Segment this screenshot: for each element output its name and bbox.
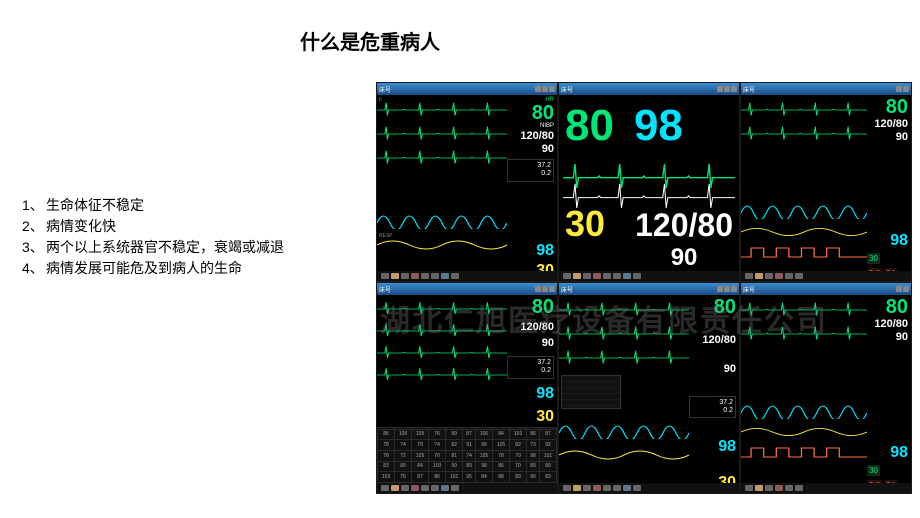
list-item: 4、病情发展可能危及到病人的生命 — [22, 258, 284, 279]
bp-value: 120/80 — [867, 119, 908, 130]
resp-wave — [559, 445, 689, 465]
spo2-value-big: 98 — [634, 101, 683, 151]
list-item: 2、病情变化快 — [22, 216, 284, 237]
co2-wave — [741, 445, 867, 459]
ecg-wave — [377, 343, 507, 363]
ecg-wave — [377, 299, 507, 319]
monitor-topbar: 床号 — [741, 283, 911, 295]
ecg-wave — [377, 365, 507, 385]
ecg-wave — [377, 123, 507, 145]
monitor-panel: 床号 80 120/80 90 37.20.2 98 30 8610910576… — [376, 282, 558, 494]
monitor-topbar: 床号 — [741, 83, 911, 95]
monitor-panel: 床号 80 120/80 90 98 30 — [740, 82, 912, 282]
monitor-iconbar — [377, 483, 557, 493]
bp-value: 120/80 — [507, 131, 554, 142]
monitor-topbar: 床号 — [559, 283, 739, 295]
bed-label: 床号 — [379, 85, 391, 94]
pleth-wave — [559, 415, 689, 439]
spo2-value: 98 — [507, 243, 554, 259]
monitor-iconbar — [559, 483, 739, 493]
monitor-topbar: 床号 — [559, 83, 739, 95]
hr-value: 80 — [507, 103, 554, 123]
list-item: 1、生命体征不稳定 — [22, 195, 284, 216]
ecg-wave — [741, 323, 867, 345]
ecg-wave — [559, 299, 689, 321]
resp-wave — [741, 423, 867, 441]
definition-list: 1、生命体征不稳定 2、病情变化快 3、两个以上系统器官不稳定，衰竭或减退 4、… — [22, 195, 284, 279]
monitor-panel: 床号 II RESP HR 80 NIBP 120/80 90 — [376, 82, 558, 282]
monitor-panel: 床号 80 120/80 90 37.20.2 98 30 — [558, 282, 740, 494]
ecg-wave — [559, 323, 689, 345]
ecg-wave — [377, 321, 507, 341]
temp-box: 37.2 0.2 — [507, 159, 554, 182]
pleth-wave — [377, 205, 507, 229]
monitor-grid: 床号 II RESP HR 80 NIBP 120/80 90 — [376, 82, 912, 494]
hr-value-big: 80 — [565, 101, 614, 151]
hr-value: 80 — [867, 97, 908, 117]
ecg-wave — [563, 157, 735, 177]
resp-wave — [741, 223, 867, 241]
map-value-big: 90 — [635, 244, 733, 272]
ecg-wave — [741, 299, 867, 321]
spo2-value: 98 — [867, 233, 908, 249]
ecg-wave — [563, 177, 735, 193]
ecg-wave — [741, 123, 867, 145]
resp-wave — [377, 235, 507, 255]
map-value: 90 — [507, 144, 554, 155]
ecg-wave — [559, 347, 689, 369]
resp-value: 30 — [867, 253, 880, 264]
list-item: 3、两个以上系统器官不稳定，衰竭或减退 — [22, 237, 284, 258]
ecg-wave — [377, 147, 507, 169]
ecg-wave — [377, 99, 507, 121]
ecg-wave — [741, 99, 867, 121]
monitor-topbar: 床号 — [377, 283, 557, 295]
co2-wave — [741, 245, 867, 259]
trend-table: 8610910576998710684103868778747974829199… — [377, 427, 557, 483]
monitor-panel: 床号 80 120/80 90 98 30 3.624 — [740, 282, 912, 494]
pleth-wave — [741, 395, 867, 419]
monitor-iconbar — [741, 483, 911, 493]
mini-trend-grid — [561, 375, 621, 409]
page-title: 什么是危重病人 — [300, 26, 440, 55]
monitor-topbar: 床号 — [377, 83, 557, 95]
pleth-wave — [741, 195, 867, 219]
monitor-panel-big: 床号 80 98 30 120/80 90 — [558, 82, 740, 282]
monitor-iconbar — [377, 271, 557, 281]
monitor-iconbar — [741, 271, 911, 281]
monitor-iconbar — [559, 271, 739, 281]
